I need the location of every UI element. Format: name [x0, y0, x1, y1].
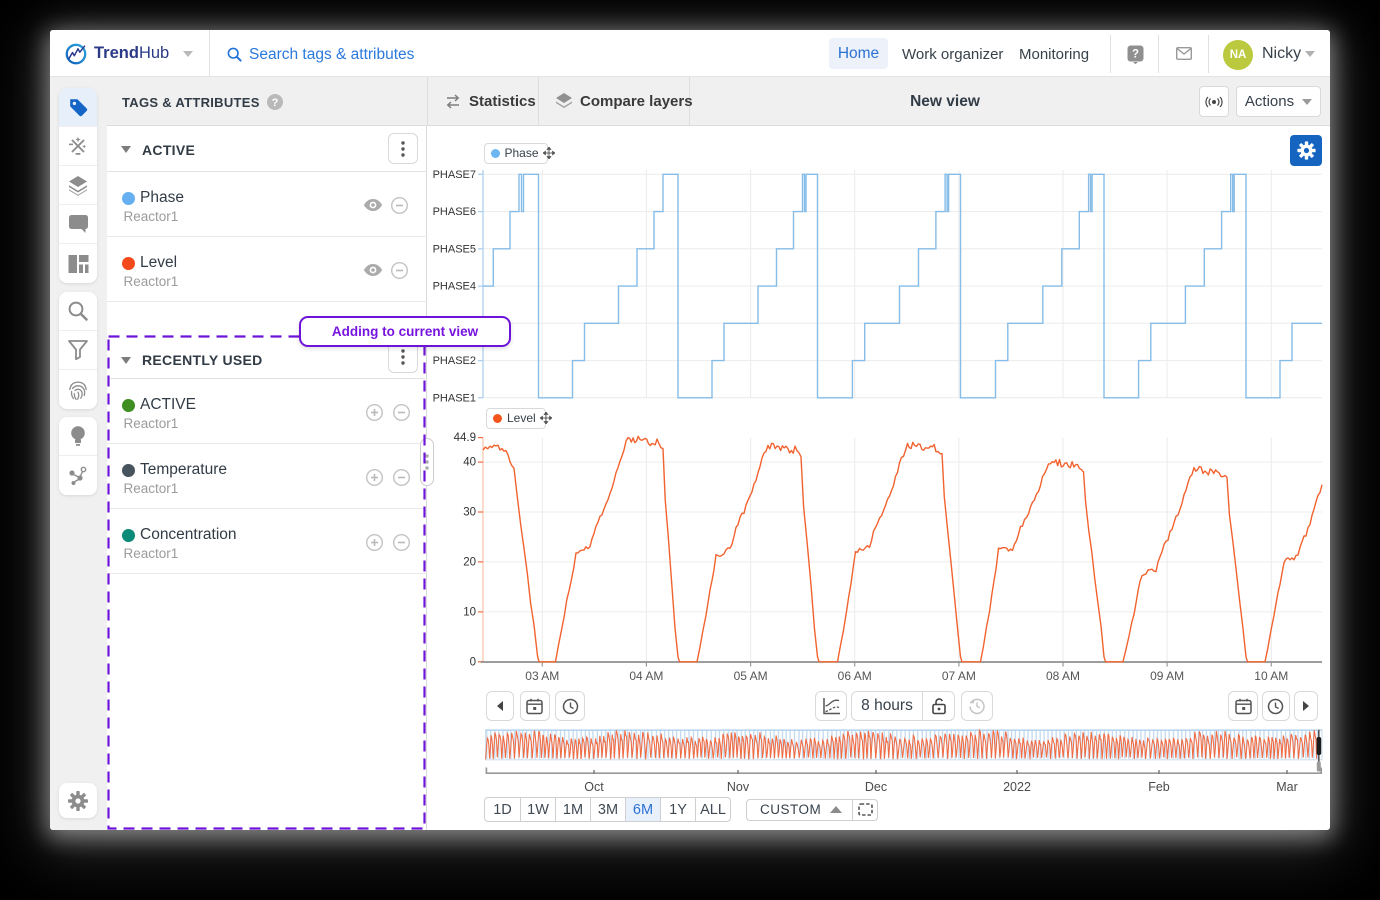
svg-text:?: ?	[1132, 49, 1139, 61]
svg-text:Mar: Mar	[1276, 780, 1298, 794]
svg-text:07 AM: 07 AM	[942, 669, 976, 683]
svg-text:0: 0	[470, 656, 476, 668]
svg-text:2022: 2022	[1003, 780, 1031, 794]
svg-text:PHASE6: PHASE6	[433, 206, 476, 218]
svg-text:03 AM: 03 AM	[525, 669, 559, 683]
svg-text:40: 40	[463, 457, 476, 469]
svg-text:20: 20	[463, 556, 476, 568]
svg-text:08 AM: 08 AM	[1046, 669, 1080, 683]
svg-text:Dec: Dec	[865, 780, 887, 794]
svg-text:Feb: Feb	[1148, 780, 1170, 794]
svg-text:?: ?	[272, 97, 279, 109]
svg-text:Oct: Oct	[584, 780, 604, 794]
svg-text:44.9: 44.9	[454, 432, 476, 444]
svg-text:PHASE4: PHASE4	[433, 281, 476, 293]
svg-text:PHASE5: PHASE5	[433, 243, 476, 255]
svg-text:04 AM: 04 AM	[629, 669, 663, 683]
svg-text:PHASE7: PHASE7	[433, 169, 476, 181]
svg-text:09 AM: 09 AM	[1150, 669, 1184, 683]
svg-text:PHASE2: PHASE2	[433, 355, 476, 367]
svg-text:30: 30	[463, 507, 476, 519]
svg-text:06 AM: 06 AM	[838, 669, 872, 683]
svg-text:05 AM: 05 AM	[734, 669, 768, 683]
svg-text:10 AM: 10 AM	[1254, 669, 1288, 683]
svg-text:10: 10	[463, 606, 476, 618]
svg-text:Nov: Nov	[727, 780, 750, 794]
svg-text:PHASE1: PHASE1	[433, 392, 476, 404]
